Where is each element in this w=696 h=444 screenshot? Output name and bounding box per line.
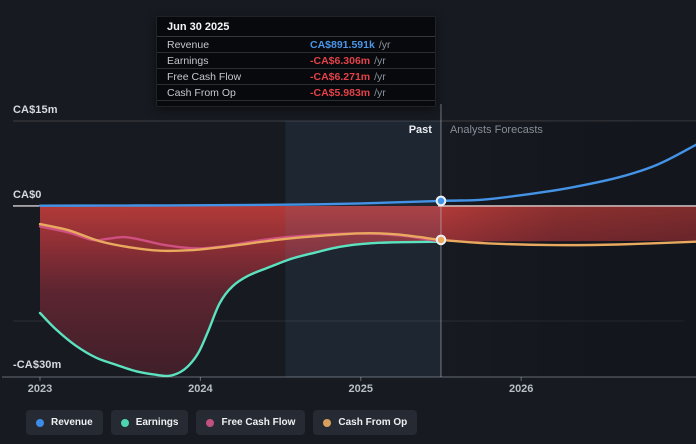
x-axis-label: 2024: [188, 383, 213, 395]
tooltip-row-value: -CA$6.271m: [310, 70, 371, 83]
legend-item-label: Revenue: [51, 417, 93, 428]
tooltip: Jun 30 2025 Revenue CA$891.591k/yr Earning…: [156, 16, 436, 107]
tooltip-row-value: -CA$5.983m: [310, 86, 371, 99]
tooltip-row-label: Revenue: [167, 38, 210, 51]
revenue-legend-dot-icon: [36, 418, 44, 427]
legend-item-revenue[interactable]: Revenue: [26, 410, 103, 435]
past-label: Past: [408, 124, 432, 136]
x-axis-label: 2023: [27, 383, 53, 395]
tooltip-row-revenue: Revenue CA$891.591k/yr: [157, 37, 435, 53]
analysts-forecasts-label: Analysts Forecasts: [449, 124, 543, 136]
cash-from-op-line: [38, 222, 696, 253]
tooltip-row-label: Cash From Op: [167, 86, 236, 99]
tooltip-row-cash-from-op: Cash From Op -CA$5.983m/yr: [157, 85, 435, 101]
tooltip-row-earnings: Earnings -CA$6.306m/yr: [157, 53, 435, 69]
cash-from-op-legend-dot-icon: [323, 418, 332, 427]
tooltip-rows: Revenue CA$891.591k/yr Earnings -CA$6.306m /…: [157, 37, 435, 101]
forecast-shade: [441, 121, 696, 377]
tooltip-row-value: -CA$6.306m: [310, 54, 371, 67]
y-axis-label: -CA$30m: [13, 358, 62, 371]
tooltip-row-free-cash-flow: Free Cash Flow -CA$6.271m/yr: [157, 69, 435, 85]
tooltip-date: Jun 30 2025: [157, 17, 435, 37]
revenue-marker: [435, 195, 447, 207]
y-axis-label: CA$0: [13, 188, 42, 201]
tooltip-row-value: CA$891.591k: [310, 38, 375, 51]
legend: Revenue Earnings Free Cash Flow Cash From O…: [26, 410, 418, 435]
legend-item-label: Free Cash Flow: [221, 417, 296, 428]
tooltip-row-label: Earnings: [167, 54, 209, 67]
y-axis-label: CA$15m: [13, 104, 58, 117]
earnings-line: [38, 240, 443, 378]
legend-item-label: Cash From Op: [338, 417, 408, 428]
x-axis-label: 2025: [348, 383, 374, 395]
tooltip-row-unit: /yr: [374, 86, 386, 99]
legend-item-label: Earnings: [135, 417, 179, 428]
tooltip-row-label: Free Cash Flow: [167, 70, 242, 83]
hover-highlight-band: [285, 121, 441, 377]
legend-item-earnings[interactable]: Earnings: [110, 410, 189, 435]
tooltip-row-unit: /yr: [374, 54, 386, 67]
cash-from-op-marker: [435, 234, 447, 246]
legend-item-cash-from-op[interactable]: Cash From Op: [313, 410, 418, 435]
earnings-legend-dot-icon: [120, 418, 129, 427]
tooltip-row-unit: /yr: [374, 70, 386, 83]
tooltip-row-unit: /yr: [378, 38, 391, 51]
legend-item-free-cash-flow[interactable]: Free Cash Flow: [196, 410, 306, 435]
revenue-line: [38, 143, 696, 207]
x-axis-label: 2026: [508, 383, 534, 395]
free-cash-flow-legend-dot-icon: [206, 418, 215, 427]
